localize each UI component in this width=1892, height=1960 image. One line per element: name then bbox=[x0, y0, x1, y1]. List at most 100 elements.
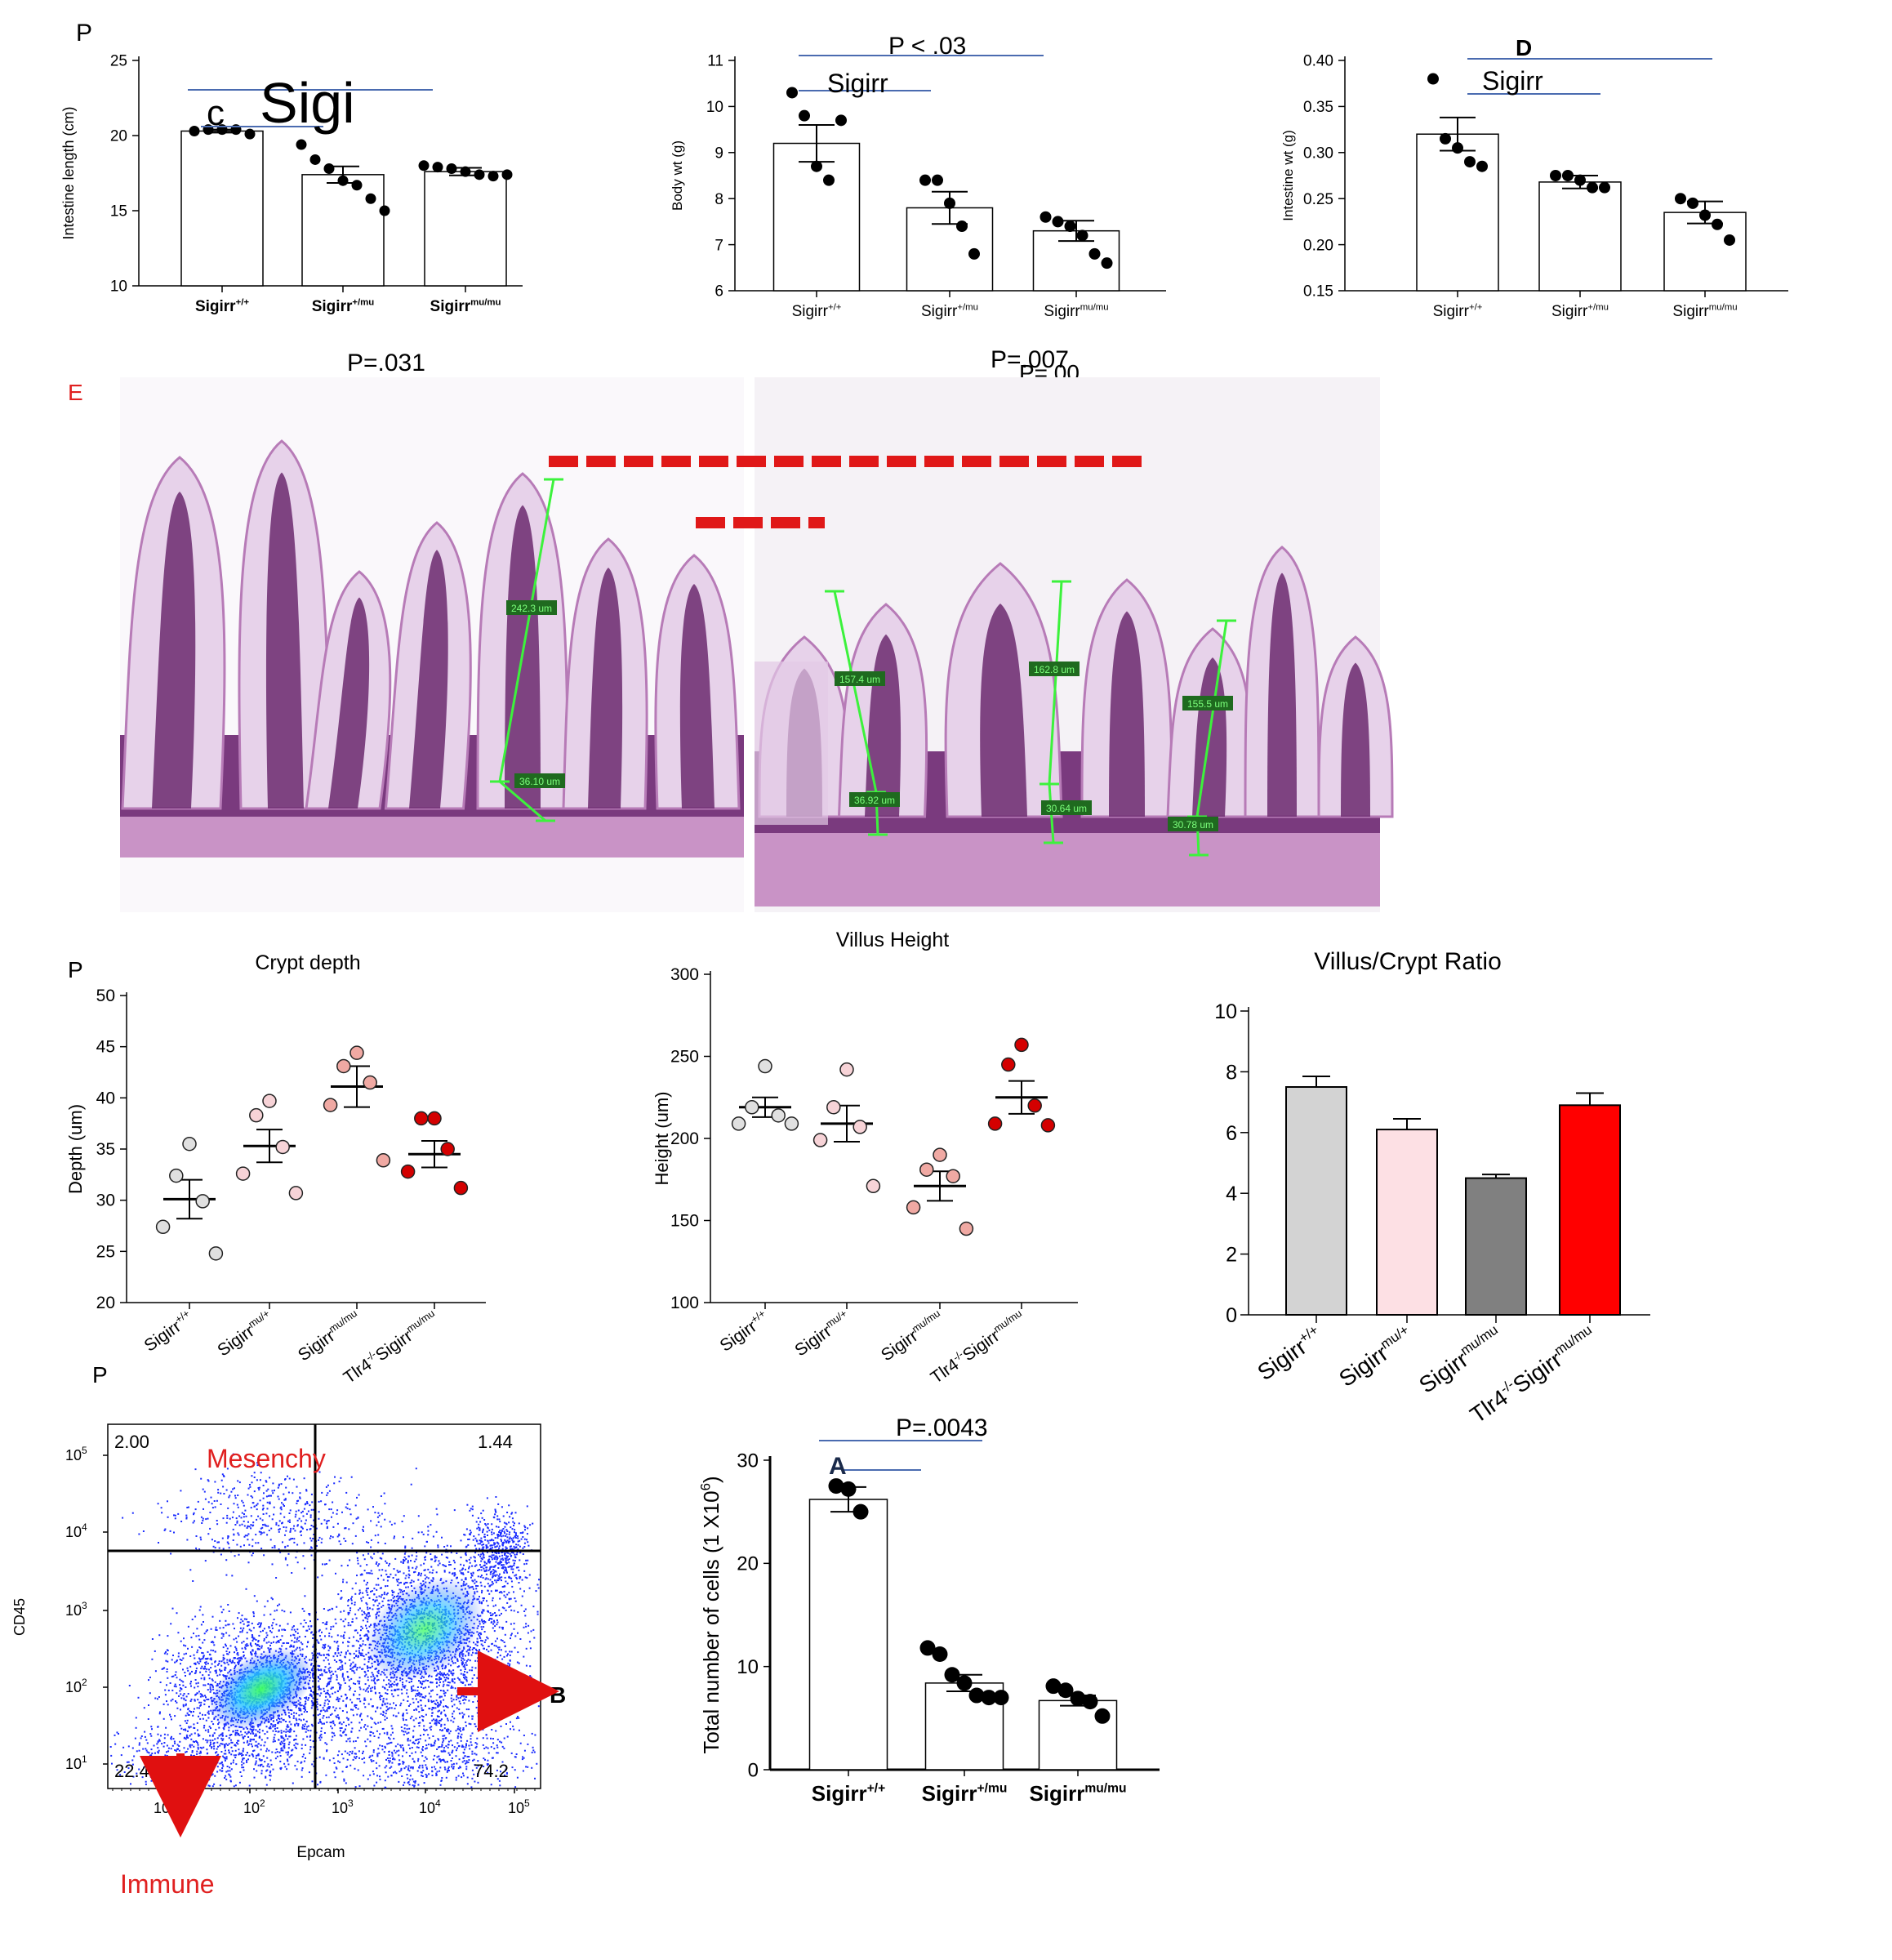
event-dot bbox=[496, 1589, 498, 1592]
event-dot bbox=[324, 1742, 327, 1744]
event-dot bbox=[194, 1679, 197, 1681]
event-dot bbox=[489, 1702, 492, 1704]
event-dot bbox=[514, 1600, 517, 1602]
event-dot bbox=[491, 1662, 493, 1664]
event-dot bbox=[290, 1723, 292, 1726]
event-dot bbox=[311, 1652, 314, 1655]
event-dot bbox=[339, 1666, 341, 1668]
event-dot bbox=[295, 1713, 297, 1715]
measurement-label-box bbox=[1029, 662, 1080, 676]
measurement-label-box bbox=[849, 792, 900, 807]
event-dot bbox=[427, 1530, 430, 1532]
event-dot bbox=[241, 1658, 243, 1660]
event-dot bbox=[438, 1676, 441, 1678]
event-dot bbox=[303, 1718, 305, 1721]
event-dot bbox=[198, 1715, 199, 1717]
event-dot bbox=[444, 1705, 447, 1707]
event-dot bbox=[202, 1713, 203, 1716]
event-dot bbox=[448, 1670, 450, 1673]
data-point bbox=[1724, 234, 1735, 246]
event-dot bbox=[480, 1633, 483, 1636]
event-dot bbox=[506, 1582, 509, 1584]
event-dot bbox=[335, 1707, 337, 1709]
event-dot bbox=[185, 1714, 187, 1717]
event-dot bbox=[207, 1710, 210, 1713]
event-dot bbox=[316, 1693, 318, 1695]
event-dot bbox=[330, 1677, 332, 1679]
event-dot bbox=[351, 1618, 354, 1620]
event-dot bbox=[257, 1641, 260, 1643]
event-dot bbox=[190, 1738, 193, 1740]
event-dot bbox=[431, 1682, 434, 1684]
event-dot bbox=[301, 1607, 304, 1610]
event-dot bbox=[452, 1572, 454, 1575]
event-dot bbox=[234, 1657, 236, 1659]
event-dot bbox=[260, 1765, 261, 1767]
event-dot bbox=[148, 1679, 149, 1682]
event-dot bbox=[373, 1735, 376, 1737]
event-dot bbox=[310, 1631, 313, 1633]
event-dot bbox=[510, 1633, 513, 1635]
event-dot bbox=[462, 1682, 465, 1684]
event-dot bbox=[211, 1678, 213, 1681]
event-dot bbox=[220, 1669, 223, 1672]
data-point bbox=[932, 174, 943, 186]
event-dot bbox=[203, 1677, 206, 1679]
event-dot bbox=[434, 1754, 436, 1757]
event-dot bbox=[198, 1712, 201, 1714]
event-dot bbox=[235, 1647, 238, 1650]
event-dot bbox=[402, 1717, 404, 1720]
event-dot bbox=[309, 1730, 312, 1732]
event-dot bbox=[464, 1666, 466, 1668]
event-dot bbox=[373, 1588, 376, 1590]
event-dot bbox=[425, 1679, 427, 1682]
x-category-label: Sigirrmu/mu bbox=[430, 297, 501, 315]
event-dot bbox=[362, 1649, 363, 1651]
event-dot bbox=[190, 1637, 193, 1639]
event-dot bbox=[414, 1570, 416, 1573]
event-dot bbox=[446, 1705, 448, 1708]
event-dot bbox=[396, 1580, 398, 1583]
event-dot bbox=[300, 1623, 302, 1625]
x-category-label: Sigirrmu/+ bbox=[1333, 1322, 1418, 1392]
chart-title: Villus/Crypt Ratio bbox=[1314, 948, 1502, 975]
event-dot bbox=[391, 1693, 394, 1695]
event-dot bbox=[444, 1673, 447, 1676]
event-dot bbox=[310, 1659, 313, 1661]
event-dot bbox=[199, 1660, 202, 1663]
data-point bbox=[853, 1120, 867, 1134]
y-tick-label: 0.15 bbox=[1303, 283, 1333, 301]
event-dot bbox=[438, 1696, 441, 1699]
event-dot bbox=[447, 1728, 449, 1731]
event-dot bbox=[462, 1699, 465, 1701]
event-dot bbox=[336, 1696, 339, 1699]
event-dot bbox=[529, 1665, 532, 1668]
event-dot bbox=[288, 1729, 291, 1731]
event-dot bbox=[422, 1696, 425, 1699]
event-dot bbox=[438, 1673, 441, 1675]
event-dot bbox=[452, 1713, 454, 1715]
event-dot bbox=[171, 1659, 173, 1661]
event-dot bbox=[368, 1685, 371, 1687]
event-dot bbox=[332, 1732, 335, 1735]
event-dot bbox=[479, 1635, 481, 1637]
event-dot bbox=[447, 1731, 449, 1733]
event-dot bbox=[486, 1636, 488, 1638]
event-dot bbox=[327, 1707, 329, 1709]
bar bbox=[1559, 1104, 1621, 1316]
event-dot bbox=[418, 1680, 420, 1682]
event-dot bbox=[262, 1629, 264, 1632]
event-dot bbox=[240, 1656, 243, 1659]
event-dot bbox=[227, 1653, 229, 1655]
event-dot bbox=[167, 1677, 169, 1679]
event-dot bbox=[524, 1608, 527, 1610]
event-dot bbox=[180, 1697, 183, 1699]
event-dot bbox=[174, 1715, 176, 1717]
event-dot bbox=[393, 1749, 395, 1752]
event-dot bbox=[219, 1673, 221, 1676]
event-dot bbox=[381, 1686, 384, 1688]
event-dot bbox=[312, 1633, 314, 1636]
event-dot bbox=[461, 1659, 463, 1662]
event-dot bbox=[329, 1706, 331, 1708]
event-dot bbox=[396, 1688, 398, 1690]
